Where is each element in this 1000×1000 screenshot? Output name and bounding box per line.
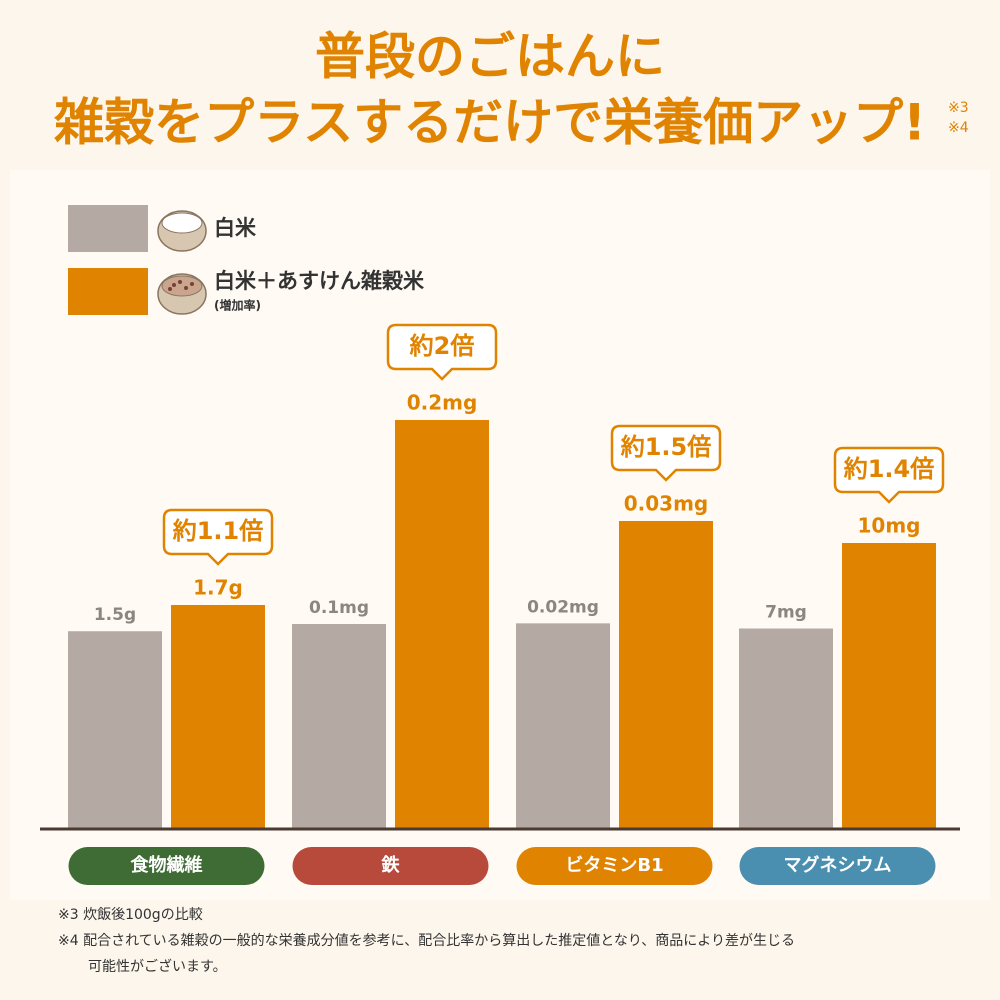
grain-icon [190, 282, 194, 286]
bar [739, 628, 833, 828]
value-label: 0.1mg [309, 598, 369, 618]
bar [516, 623, 610, 828]
value-label: 0.02mg [527, 597, 599, 617]
rice-icon [161, 212, 203, 234]
value-label: 10mg [858, 514, 921, 538]
bar [395, 420, 489, 828]
category-label: ビタミンB1 [565, 855, 663, 876]
bar [171, 605, 265, 828]
footnote: ※3 炊飯後100gの比較 [58, 907, 203, 923]
category-pill [516, 847, 713, 885]
footnote: ※4 配合されている雑穀の一般的な栄養成分値を参考に、配合比率から算出した推定値… [58, 932, 795, 949]
value-label: 0.2mg [407, 391, 478, 415]
category-label: マグネシウム [784, 854, 892, 876]
grain-icon [168, 287, 172, 291]
grain-icon [172, 283, 176, 287]
legend-swatch [68, 268, 148, 315]
legend-label: 白米 [214, 216, 257, 240]
grain-icon [178, 280, 182, 284]
callout-box [610, 424, 722, 482]
value-label: 7mg [765, 603, 807, 623]
callout-label: 約1.4倍 [843, 455, 935, 483]
bar [842, 543, 936, 828]
title-mark: ※4 [948, 120, 969, 136]
bar [292, 624, 386, 828]
value-label: 1.7g [193, 576, 243, 600]
rice-icon [161, 275, 203, 297]
category-pill [739, 847, 936, 885]
value-label: 0.03mg [624, 492, 709, 516]
callout-label: 約1.1倍 [172, 517, 264, 545]
footnote: 可能性がございます。 [88, 958, 227, 975]
callout-label: 約2倍 [409, 332, 475, 360]
category-label: 食物繊維 [131, 854, 203, 876]
title-line: 普段のごはんに [315, 28, 665, 86]
grain-icon [184, 286, 188, 290]
bar [619, 521, 713, 828]
category-pill [292, 847, 489, 885]
value-label: 1.5g [94, 605, 136, 625]
legend-label: 白米＋あすけん雑穀米 [214, 269, 425, 293]
category-pill [68, 847, 265, 885]
legend-swatch [68, 205, 148, 252]
callout-label: 約1.5倍 [620, 433, 712, 461]
category-label: 鉄 [381, 854, 401, 876]
bar [68, 631, 162, 828]
callout-box [162, 508, 274, 566]
title-line: 雑穀をプラスするだけで栄養価アップ! [53, 94, 926, 152]
callout-box [386, 323, 498, 381]
title-mark: ※3 [948, 100, 969, 116]
callout-box [833, 446, 945, 504]
legend-note: (増加率) [214, 298, 261, 313]
